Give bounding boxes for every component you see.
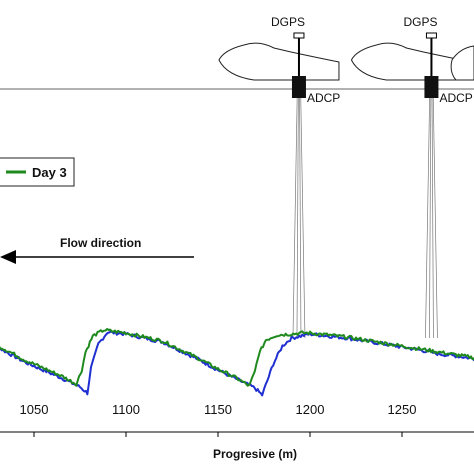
dgps-label: DGPS: [403, 15, 437, 29]
series-line-1: [0, 330, 474, 397]
legend-label-day3: Day 3: [32, 165, 67, 180]
adcp-label: ADCP: [439, 91, 472, 105]
x-axis-label: Progresive (m): [213, 447, 297, 461]
boats-layer: DGPS ADCP DGPS ADCP: [218, 15, 474, 339]
adcp-beam: [300, 97, 306, 339]
adcp-label: ADCP: [307, 91, 340, 105]
legend: Day 3: [0, 157, 75, 187]
x-tick-label-1100: 1100: [112, 402, 140, 417]
adcp-beam: [299, 97, 302, 339]
series-line-2: [0, 328, 474, 387]
x-tick-label-1200: 1200: [296, 402, 325, 417]
adcp-beam: [425, 97, 430, 339]
gps-antenna-icon: [425, 32, 437, 39]
series-layer: [0, 328, 474, 397]
adcp-sensor-icon: [424, 76, 439, 98]
gps-antenna-icon: [293, 32, 305, 39]
adcp-beam: [296, 97, 299, 339]
adcp-beam: [432, 97, 438, 339]
boat-hull: [450, 45, 474, 81]
flow-arrow-head: [0, 250, 16, 264]
adcp-beam: [429, 97, 432, 339]
survey-boat-1: DGPS ADCP: [218, 15, 340, 339]
boat-hull: [350, 42, 472, 81]
adcp-beam: [292, 97, 298, 339]
x-tick-label-1050: 1050: [20, 402, 49, 417]
adcp-beam: [431, 97, 434, 339]
x-ticks: 105011001150120012501300: [20, 402, 417, 437]
x-tick-label-1150: 1150: [204, 402, 232, 417]
survey-boat-2: DGPS ADCP: [350, 15, 473, 339]
flow-direction-label: Flow direction: [60, 236, 141, 250]
dgps-label: DGPS: [271, 15, 305, 29]
survey-boat-partial: [450, 45, 474, 81]
flow-direction-annotation: Flow direction: [0, 236, 194, 264]
boat-hull: [218, 42, 340, 81]
adcp-sensor-icon: [291, 76, 306, 98]
x-tick-label-1250: 1250: [388, 402, 417, 417]
